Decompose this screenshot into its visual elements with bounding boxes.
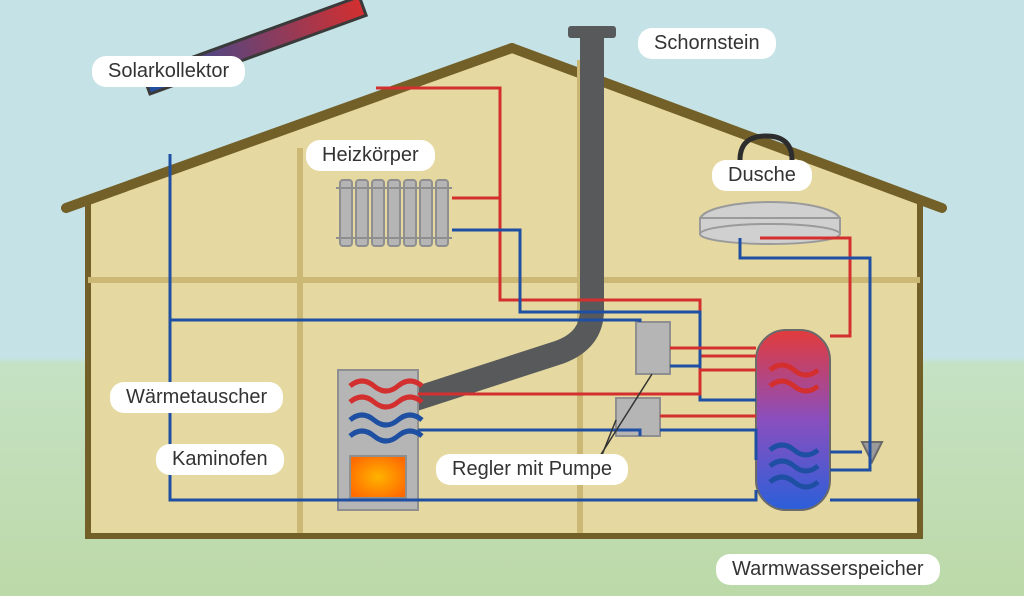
scene-svg <box>0 0 1024 596</box>
label-radiator: Heizkörper <box>306 140 435 171</box>
label-stove: Kaminofen <box>156 444 284 475</box>
label-controller: Regler mit Pumpe <box>436 454 628 485</box>
label-heat-exchanger: Wärmetauscher <box>110 382 283 413</box>
diagram-canvas: Solarkollektor Schornstein Heizkörper Du… <box>0 0 1024 596</box>
label-chimney: Schornstein <box>638 28 776 59</box>
hot-water-tank <box>756 330 830 510</box>
controller-upper <box>636 322 670 374</box>
label-tank: Warmwasserspeicher <box>716 554 940 585</box>
label-solar: Solarkollektor <box>92 56 245 87</box>
label-shower: Dusche <box>712 160 812 191</box>
stove <box>338 370 422 510</box>
